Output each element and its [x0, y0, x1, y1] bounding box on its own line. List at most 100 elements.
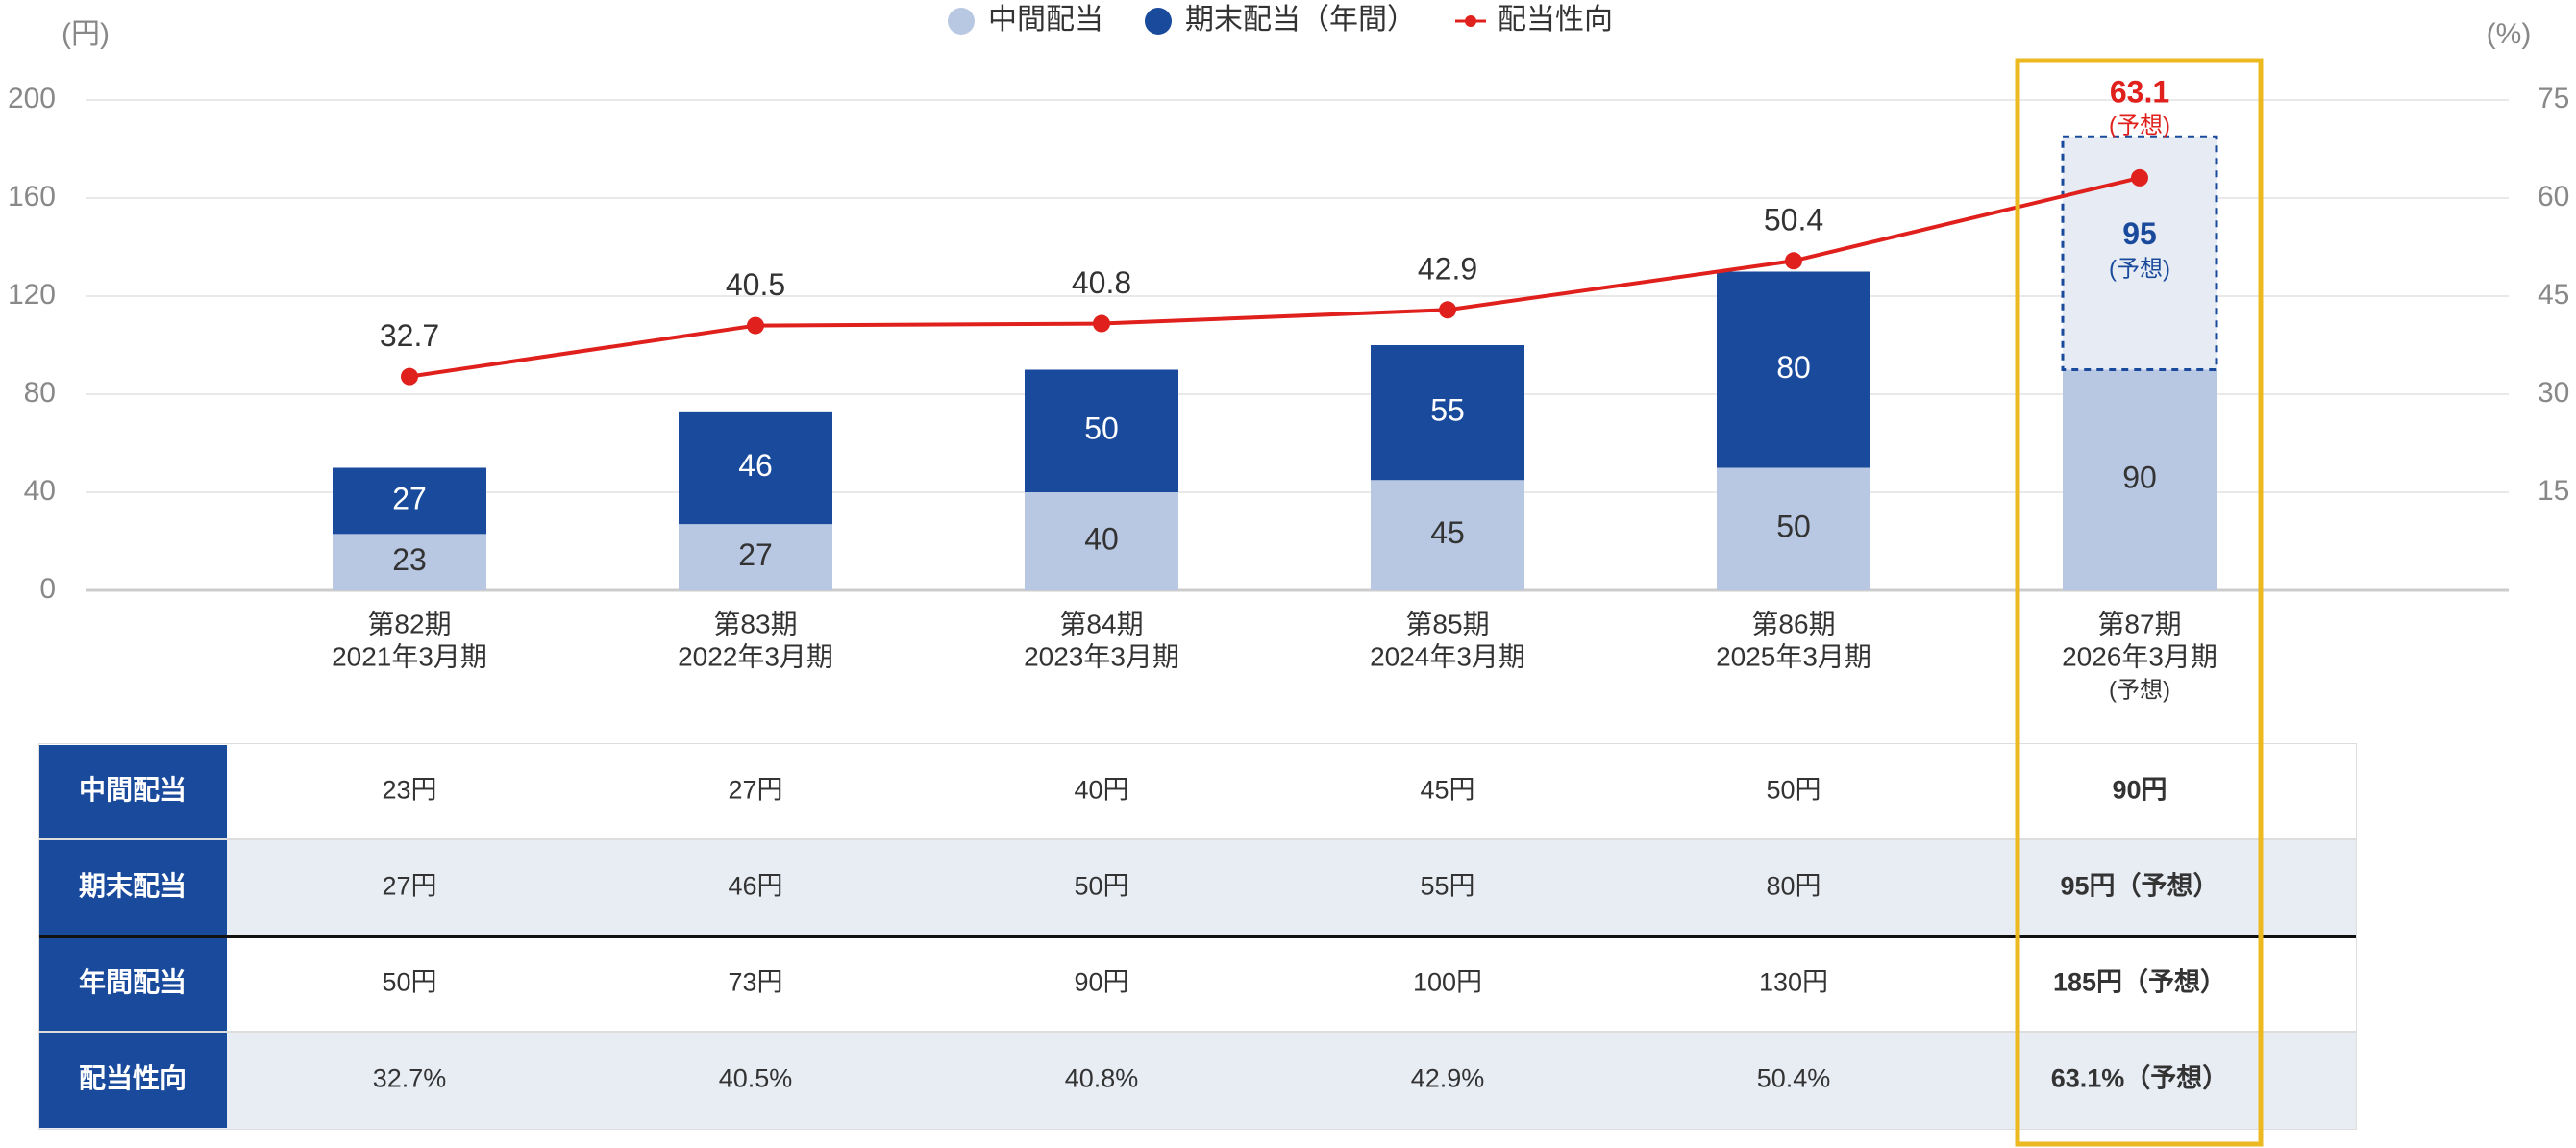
- legend-marker: [1145, 8, 1172, 35]
- table-cell: 50円: [1074, 872, 1128, 901]
- row-header: 年間配当: [79, 966, 186, 997]
- x-tick-label: (予想): [2109, 677, 2170, 703]
- table-row: [39, 839, 2356, 936]
- table-cell: 27円: [382, 872, 436, 901]
- table-cell: 63.1%（予想）: [2051, 1064, 2229, 1093]
- line-marker: [1093, 314, 1110, 333]
- bar-segment: [1025, 492, 1178, 590]
- legend-label: 中間配当: [988, 4, 1103, 36]
- x-tick-label: 2021年3月期: [332, 641, 487, 671]
- row-header: 中間配当: [79, 775, 186, 805]
- y2-axis-label: (%): [2487, 18, 2532, 50]
- bar-segment: [679, 411, 832, 525]
- table-cell: 185円（予想）: [2053, 968, 2226, 997]
- y-tick-label: 0: [39, 573, 56, 605]
- bar-segment: [679, 524, 832, 590]
- forecast-note: (予想): [2109, 112, 2170, 138]
- line-value-label: 40.8: [1072, 265, 1131, 300]
- bar-segment: [1371, 345, 1524, 481]
- line-value-label: 50.4: [1764, 203, 1823, 237]
- table-row: [39, 1032, 2356, 1129]
- bar-segment: [333, 467, 486, 535]
- bar-segment: [1371, 480, 1524, 590]
- row-header: 配当性向: [79, 1063, 186, 1093]
- legend-label: 配当性向: [1498, 4, 1613, 36]
- table-cell: 100円: [1413, 968, 1482, 997]
- bar-value-label: 45: [1430, 515, 1465, 550]
- y-tick-label: 80: [24, 377, 56, 409]
- table-cell: 95円（予想）: [2060, 872, 2218, 901]
- forecast-note: (予想): [2109, 257, 2170, 283]
- x-tick-label: 第83期: [713, 609, 797, 638]
- table-cell: 46円: [728, 872, 782, 901]
- y2-tick-label: 15: [2538, 475, 2569, 507]
- row-header-cell: [39, 840, 227, 936]
- table-row: [39, 744, 2356, 839]
- row-header-cell: [39, 937, 227, 1031]
- table-cell: 45円: [1420, 776, 1474, 805]
- bar-segment: [1717, 271, 1870, 468]
- table-cell: 50円: [1766, 776, 1821, 805]
- table-cell: 90円: [1074, 968, 1128, 997]
- bar-segment: [1717, 467, 1870, 590]
- y2-tick-label: 75: [2538, 83, 2569, 114]
- x-tick-label: 第85期: [1405, 609, 1489, 638]
- y-tick-label: 120: [8, 279, 56, 311]
- line-value-label: 63.1: [2110, 74, 2169, 109]
- bar-segment: [1025, 369, 1178, 492]
- table-cell: 40.5%: [719, 1064, 793, 1093]
- y-axis-label: (円): [62, 18, 110, 50]
- bar-value-label: 27: [392, 481, 427, 515]
- table-cell: 27円: [728, 776, 782, 805]
- table-cell: 40.8%: [1065, 1064, 1139, 1093]
- bar-value-label: 50: [1084, 412, 1119, 446]
- x-tick-label: 2024年3月期: [1370, 641, 1525, 671]
- table-cell: 23円: [382, 776, 436, 805]
- legend-marker: [1465, 15, 1476, 27]
- line-marker: [401, 367, 418, 386]
- table-cell: 80円: [1766, 872, 1821, 901]
- row-header-cell: [39, 1033, 227, 1128]
- highlight-box: [2015, 58, 2264, 1147]
- table-cell: 40円: [1074, 776, 1128, 805]
- line-value-label: 42.9: [1418, 252, 1477, 287]
- bar-value-label: 90: [2122, 461, 2157, 495]
- table-cell: 50円: [382, 968, 436, 997]
- line-value-label: 32.7: [380, 318, 439, 353]
- line-marker: [2131, 168, 2148, 187]
- row-header-cell: [39, 745, 227, 838]
- bar-segment: [333, 534, 486, 590]
- bar-segment: [2063, 369, 2217, 590]
- x-tick-label: 第84期: [1059, 609, 1143, 638]
- bar-value-label: 50: [1776, 510, 1811, 544]
- y-tick-label: 40: [24, 475, 56, 507]
- y-tick-label: 160: [8, 181, 56, 212]
- table-row: [39, 936, 2356, 1032]
- line-marker: [1439, 301, 1456, 319]
- x-tick-label: 2025年3月期: [1716, 641, 1871, 671]
- y2-tick-label: 30: [2538, 377, 2569, 409]
- table-cell: 55円: [1420, 872, 1474, 901]
- table-cell: 90円: [2112, 776, 2167, 805]
- row-header: 期末配当: [79, 871, 186, 901]
- bar-value-label: 95: [2122, 216, 2157, 251]
- line-marker: [1785, 252, 1802, 270]
- table-cell: 32.7%: [373, 1064, 447, 1093]
- bar-value-label: 23: [392, 542, 427, 577]
- table-cell: 73円: [728, 968, 782, 997]
- y2-tick-label: 45: [2538, 279, 2569, 311]
- bar-value-label: 46: [738, 448, 773, 483]
- line-value-label: 40.5: [726, 267, 785, 302]
- y2-tick-label: 60: [2538, 181, 2569, 212]
- x-tick-label: 2026年3月期: [2062, 641, 2217, 671]
- x-tick-label: 2023年3月期: [1024, 641, 1179, 671]
- bar-value-label: 40: [1084, 521, 1119, 556]
- bar-value-label: 80: [1776, 350, 1811, 385]
- line-marker: [747, 316, 764, 335]
- x-tick-label: 第82期: [367, 609, 451, 638]
- x-tick-label: 第86期: [1751, 609, 1835, 638]
- bar-value-label: 55: [1430, 393, 1465, 428]
- table-cell: 50.4%: [1757, 1064, 1831, 1093]
- line: [409, 175, 2141, 379]
- y-tick-label: 200: [8, 83, 56, 114]
